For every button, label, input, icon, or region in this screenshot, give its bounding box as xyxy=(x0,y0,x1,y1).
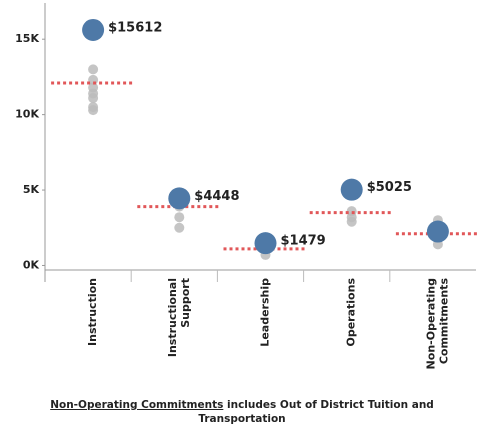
x-tick-label: Operations xyxy=(345,278,358,347)
x-tick-label: Leadership xyxy=(259,278,272,347)
value-dot xyxy=(254,232,277,255)
y-tick-label: 0K xyxy=(23,258,40,271)
y-tick-label: 15K xyxy=(15,32,39,45)
peer-dot xyxy=(174,222,185,233)
peer-dot xyxy=(88,93,99,104)
chart: 0K 5K 10K 15K Instruction $15612 Instructional… xyxy=(15,3,480,370)
x-tick-label-line: Support xyxy=(179,278,192,328)
footnote: Non-Operating Commitments includes Out o… xyxy=(20,398,464,426)
value-dot xyxy=(340,178,363,201)
peer-dot xyxy=(88,105,99,116)
y-tick-label: 5K xyxy=(23,183,40,196)
value-dot xyxy=(168,187,191,210)
x-tick-label: Non-OperatingCommitments xyxy=(424,278,450,370)
value-label: $4448 xyxy=(194,189,239,204)
value-label: $1479 xyxy=(281,234,326,249)
value-dot xyxy=(82,18,105,41)
x-tick-label: Instruction xyxy=(86,278,99,346)
x-tick-label: InstructionalSupport xyxy=(166,278,192,357)
note-text: includes Out of District Tuition and Tra… xyxy=(198,399,434,425)
x-tick-label-line: Instructional xyxy=(166,278,179,357)
peer-dot xyxy=(174,212,185,223)
y-tick-label: 10K xyxy=(15,108,39,121)
x-tick-label-line: Instruction xyxy=(86,278,99,346)
x-tick-label-line: Commitments xyxy=(437,278,450,365)
x-tick-label-line: Leadership xyxy=(259,278,272,347)
value-label: $15612 xyxy=(108,20,162,35)
peer-dot xyxy=(88,64,99,75)
note-term: Non-Operating Commitments xyxy=(50,399,224,411)
value-label: $5025 xyxy=(367,180,412,195)
x-tick-label-line: Operations xyxy=(345,278,358,347)
peer-dot xyxy=(346,216,357,227)
value-dot xyxy=(426,220,449,243)
x-tick-label-line: Non-Operating xyxy=(424,278,437,369)
